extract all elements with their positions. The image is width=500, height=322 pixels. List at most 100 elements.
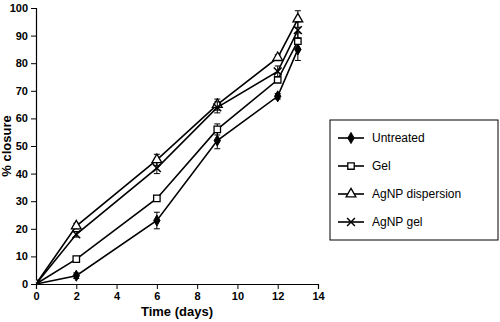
- tick-label: 12: [272, 290, 284, 302]
- marker: [71, 220, 81, 228]
- legend-marker: [348, 132, 354, 143]
- error-bar: [154, 163, 160, 174]
- axis-line: [31, 9, 37, 285]
- line: [36, 30, 298, 284]
- tick-mark: [31, 146, 36, 147]
- tick-label: 0: [33, 290, 39, 302]
- tick: 8: [195, 284, 201, 302]
- tick: 6: [154, 284, 160, 302]
- legend-box: [330, 120, 498, 240]
- tick: 30: [16, 195, 36, 207]
- marker: [274, 68, 282, 76]
- error-bar: [154, 212, 160, 229]
- tick-label: 10: [16, 250, 28, 262]
- marker: [295, 38, 301, 44]
- tick: 80: [16, 57, 36, 69]
- tick-mark: [157, 284, 158, 289]
- tick: 40: [16, 168, 36, 180]
- marker: [73, 256, 79, 262]
- tick-mark: [197, 284, 198, 289]
- tick: 10: [16, 250, 36, 262]
- error-bar: [154, 196, 160, 202]
- legend-marker: [348, 163, 354, 169]
- tick-label: 50: [16, 140, 28, 152]
- tick-label: 40: [16, 168, 28, 180]
- marker: [293, 13, 303, 21]
- error-bar: [73, 256, 79, 262]
- marker: [214, 126, 220, 132]
- marker: [214, 135, 220, 146]
- tick-label: 2: [74, 290, 80, 302]
- legend-marker: [346, 188, 356, 196]
- tick-mark: [31, 36, 36, 37]
- series: [36, 38, 301, 284]
- tick: 10: [232, 284, 244, 302]
- error-bar: [275, 66, 281, 77]
- tick-mark: [31, 256, 36, 257]
- tick-mark: [76, 284, 77, 289]
- tick-label: 70: [16, 85, 28, 97]
- error-bar: [214, 102, 220, 113]
- error-bar: [295, 22, 301, 39]
- chart: 024681012140102030405060708090100Time (d…: [0, 0, 500, 322]
- series: [36, 22, 302, 284]
- tick: 20: [16, 223, 36, 235]
- error-bar: [214, 124, 220, 135]
- marker: [273, 52, 283, 60]
- y-axis-title: % closure: [0, 115, 14, 176]
- tick-label: 90: [16, 30, 28, 42]
- tick: 100: [10, 2, 36, 14]
- tick-mark: [31, 118, 36, 119]
- tick-label: 100: [10, 2, 28, 14]
- tick-label: 10: [232, 290, 244, 302]
- legend-label: Gel: [372, 159, 391, 173]
- legend: Untreated Gel AgNP dispersion AgNP gel: [330, 120, 498, 240]
- line: [36, 19, 298, 284]
- plot: 024681012140102030405060708090100: [10, 2, 326, 302]
- tick-mark: [31, 63, 36, 64]
- marks: [36, 11, 303, 284]
- marker: [213, 103, 221, 111]
- tick: 0: [22, 278, 36, 290]
- tick: 0: [33, 284, 39, 302]
- tick-mark: [31, 229, 36, 230]
- tick: 2: [74, 284, 80, 302]
- tick-mark: [31, 174, 36, 175]
- tick-label: 20: [16, 223, 28, 235]
- marker: [152, 154, 162, 162]
- marker: [274, 77, 280, 83]
- marker: [153, 164, 161, 172]
- legend-label: AgNP dispersion: [372, 187, 461, 201]
- legend-item: Untreated: [338, 131, 425, 145]
- tick-mark: [318, 284, 319, 289]
- tick-label: 14: [312, 290, 325, 302]
- legend-label: Untreated: [372, 131, 425, 145]
- tick-label: 8: [195, 290, 201, 302]
- tick-mark: [31, 284, 36, 285]
- legend-marker: [347, 218, 355, 226]
- legend-label: AgNP gel: [372, 215, 422, 229]
- marker: [36, 280, 40, 284]
- marker: [154, 215, 160, 226]
- legend-item: AgNP dispersion: [338, 187, 461, 201]
- tick-mark: [31, 8, 36, 9]
- tick: 90: [16, 30, 36, 42]
- tick: 70: [16, 85, 36, 97]
- tick: 12: [272, 284, 284, 302]
- series: [36, 11, 303, 284]
- marker: [294, 26, 302, 34]
- tick: 14: [312, 284, 325, 302]
- line: [36, 49, 298, 284]
- tick-label: 6: [154, 290, 160, 302]
- axis-line: [37, 285, 319, 290]
- marker: [72, 230, 80, 238]
- tick-mark: [117, 284, 118, 289]
- line: [36, 41, 298, 284]
- tick-mark: [31, 91, 36, 92]
- legend-item: Gel: [338, 159, 391, 173]
- tick-label: 4: [114, 290, 121, 302]
- marker: [154, 195, 160, 201]
- tick-mark: [278, 284, 279, 289]
- tick-label: 80: [16, 57, 28, 69]
- tick: 4: [114, 284, 121, 302]
